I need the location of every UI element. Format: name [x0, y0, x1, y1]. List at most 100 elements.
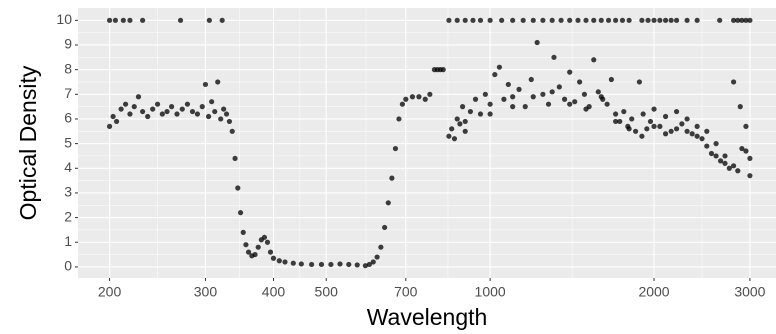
point — [662, 113, 669, 120]
point — [245, 249, 252, 255]
point — [639, 133, 645, 139]
point — [243, 242, 249, 248]
point — [722, 160, 728, 166]
point — [668, 17, 674, 23]
point — [657, 123, 663, 129]
point — [113, 118, 120, 125]
point — [159, 111, 165, 117]
point — [621, 108, 627, 115]
point — [737, 104, 743, 110]
point — [235, 185, 241, 191]
point — [454, 116, 460, 122]
point — [457, 121, 463, 127]
point — [440, 67, 446, 73]
point — [591, 17, 597, 23]
point — [202, 81, 209, 88]
point — [446, 133, 452, 139]
point — [651, 123, 657, 129]
point — [613, 17, 619, 23]
point — [694, 123, 700, 129]
point — [556, 84, 562, 90]
point — [226, 118, 233, 125]
point — [346, 261, 352, 268]
point — [583, 106, 589, 112]
point — [510, 104, 516, 110]
point — [223, 111, 230, 117]
point — [106, 17, 113, 23]
point — [575, 17, 581, 23]
y-tick-label: 10 — [56, 11, 72, 27]
point — [219, 17, 225, 23]
point — [370, 259, 376, 265]
point — [673, 17, 680, 23]
y-tick-label: 1 — [64, 233, 72, 249]
point — [255, 244, 261, 250]
point — [626, 126, 632, 132]
point — [131, 104, 137, 110]
point — [668, 128, 674, 134]
point — [120, 17, 126, 23]
point — [534, 39, 540, 46]
point — [237, 210, 244, 216]
point — [282, 259, 288, 265]
point — [640, 111, 646, 117]
point — [472, 96, 479, 102]
point — [708, 150, 715, 157]
point — [459, 104, 466, 110]
point — [673, 108, 680, 115]
point — [179, 106, 185, 112]
point — [416, 94, 422, 100]
point — [374, 254, 380, 260]
point — [205, 113, 212, 120]
point — [127, 17, 133, 23]
point — [608, 76, 614, 83]
point — [639, 17, 645, 23]
point — [561, 96, 568, 102]
point — [522, 104, 528, 110]
point — [206, 17, 212, 23]
y-tick-label: 5 — [64, 134, 72, 150]
point — [462, 17, 468, 23]
x-axis-title: Wavelength — [367, 304, 488, 330]
point — [462, 118, 468, 125]
point — [651, 17, 657, 23]
point — [694, 17, 700, 23]
point — [487, 101, 493, 107]
point — [194, 111, 201, 117]
point — [520, 17, 526, 23]
point — [392, 145, 399, 152]
point — [232, 155, 238, 162]
point — [739, 145, 745, 152]
point — [583, 17, 589, 23]
point — [492, 71, 498, 78]
point — [572, 99, 578, 105]
point — [240, 229, 246, 235]
point — [462, 128, 468, 134]
point — [477, 111, 484, 117]
point — [730, 163, 737, 169]
point — [604, 101, 610, 107]
point — [446, 17, 452, 23]
point — [396, 116, 402, 122]
point — [221, 106, 227, 112]
point — [549, 17, 555, 23]
point — [713, 153, 719, 159]
point — [451, 136, 458, 142]
y-tick-label: 6 — [64, 110, 72, 126]
point — [140, 17, 146, 23]
point — [657, 17, 663, 23]
point — [501, 96, 507, 102]
y-tick-label: 3 — [64, 184, 72, 200]
point — [174, 111, 180, 117]
point — [209, 99, 215, 105]
y-tick-label: 7 — [64, 85, 72, 101]
point — [510, 17, 516, 23]
panel — [78, 8, 776, 278]
point — [389, 175, 395, 181]
point — [747, 17, 753, 23]
point — [516, 86, 522, 92]
point — [106, 123, 113, 129]
point — [150, 106, 156, 112]
point — [704, 128, 710, 134]
point — [558, 17, 564, 23]
